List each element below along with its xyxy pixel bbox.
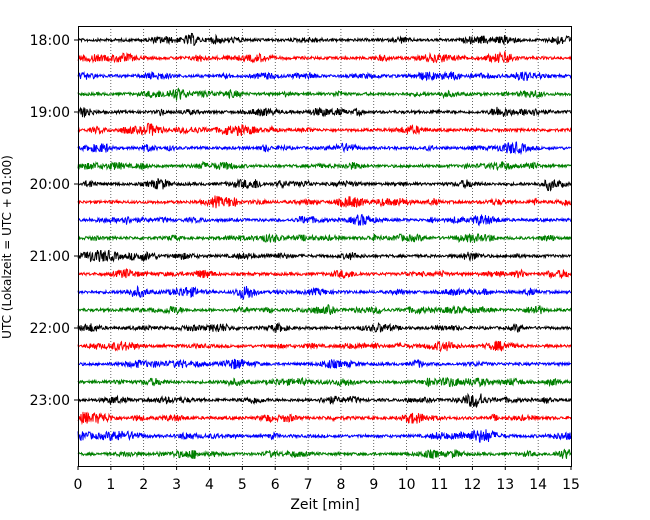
trace-2245 <box>77 376 572 388</box>
x-tick-label: 3 <box>172 477 181 493</box>
trace-2100 <box>77 249 572 263</box>
plot-frame <box>78 26 572 467</box>
trace-1915 <box>77 122 572 137</box>
x-tick-label: 6 <box>271 477 280 493</box>
x-tick-label: 11 <box>431 477 449 493</box>
x-tick-label: 2 <box>139 477 148 493</box>
y-axis-label: UTC (Lokalzeit = UTC + 01:00) <box>0 155 14 339</box>
x-tick-label: 0 <box>74 477 83 493</box>
x-tick-label: 5 <box>238 477 247 493</box>
trace-2315 <box>77 411 572 426</box>
x-tick-label: 9 <box>369 477 378 493</box>
x-tick-label: 14 <box>529 477 547 493</box>
y-tick-label: 20:00 <box>30 177 70 193</box>
trace-2015 <box>77 195 572 209</box>
y-tick-label: 23:00 <box>30 393 70 409</box>
x-tick-label: 12 <box>463 477 481 493</box>
trace-1800 <box>77 32 572 46</box>
y-tick-label: 18:00 <box>30 33 70 49</box>
x-tick-label: 7 <box>304 477 313 493</box>
trace-1845 <box>77 87 572 101</box>
x-tick-label: 8 <box>336 477 345 493</box>
y-tick-label: 22:00 <box>30 321 70 337</box>
trace-2215 <box>77 340 572 353</box>
trace-2230 <box>77 358 572 370</box>
trace-1830 <box>77 70 572 82</box>
x-tick-label: 1 <box>106 477 115 493</box>
y-tick-label: 21:00 <box>30 249 70 265</box>
trace-1815 <box>77 51 572 64</box>
trace-2030 <box>77 213 572 227</box>
x-tick-label: 15 <box>562 477 580 493</box>
trace-2330 <box>77 429 572 443</box>
seismogram-traces <box>77 32 572 460</box>
x-tick-label: 4 <box>205 477 214 493</box>
trace-2045 <box>77 233 572 244</box>
trace-1900 <box>77 106 572 118</box>
y-axis-ticks: 18:00 19:00 20:00 21:00 22:00 23:00 <box>30 33 78 409</box>
trace-2200 <box>77 321 572 333</box>
x-axis-label: Zeit [min] <box>290 497 359 513</box>
x-axis-ticks: 0 1 2 3 4 5 6 7 8 9 10 11 12 13 14 15 <box>74 466 580 493</box>
vertical-gridlines <box>110 26 539 466</box>
trace-1930 <box>77 141 572 156</box>
trace-2345 <box>77 448 572 460</box>
trace-2300 <box>77 392 572 409</box>
trace-2000 <box>77 178 572 192</box>
trace-2115 <box>77 267 572 280</box>
trace-1945 <box>77 160 572 172</box>
x-tick-label: 10 <box>398 477 416 493</box>
trace-2130 <box>77 284 572 301</box>
x-tick-label: 13 <box>496 477 514 493</box>
y-tick-label: 19:00 <box>30 105 70 121</box>
trace-2145 <box>77 304 572 316</box>
